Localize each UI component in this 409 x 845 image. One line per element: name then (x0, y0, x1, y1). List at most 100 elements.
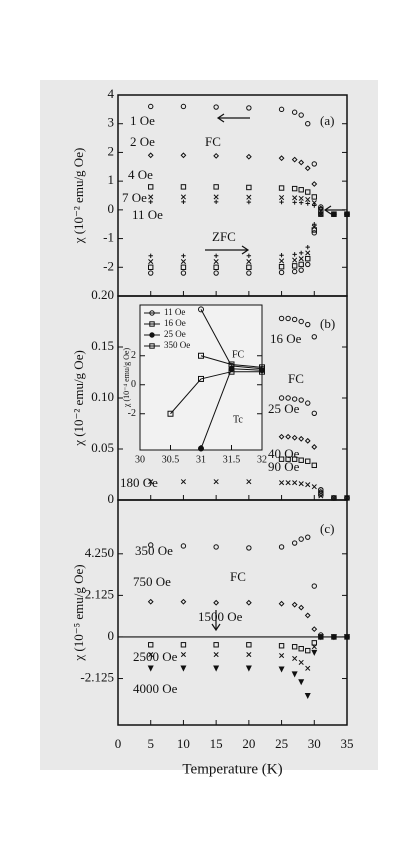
marker (285, 433, 292, 440)
x-tick-label: 30.5 (162, 454, 180, 465)
marker (298, 659, 304, 665)
marker (317, 488, 324, 495)
marker (305, 196, 311, 203)
marker (279, 253, 284, 258)
marker (298, 481, 304, 487)
marker (279, 199, 284, 205)
marker (259, 368, 265, 375)
plot-frame (139, 304, 263, 451)
marker (285, 315, 291, 322)
marker (147, 598, 154, 605)
marker (292, 200, 297, 205)
y-tick-label: 2 (131, 350, 136, 361)
marker (278, 269, 285, 276)
marker (285, 480, 291, 486)
marker (180, 652, 186, 658)
legend-label: 11 Oe (164, 307, 185, 317)
marker (311, 161, 317, 167)
x-tick-label: 32 (257, 454, 267, 465)
panel: 0 0.05 0.10 0.15 0.20 χ (10⁻² emu/g Oe) (b) FC 1… (71, 287, 348, 506)
marker (148, 184, 154, 190)
marker (291, 456, 298, 462)
marker (278, 456, 285, 462)
marker (245, 153, 252, 160)
marker (148, 479, 154, 485)
marker (228, 368, 235, 375)
marker (213, 599, 220, 606)
marker (305, 647, 311, 654)
marker (246, 545, 252, 551)
marker (198, 352, 204, 359)
marker (291, 644, 298, 650)
series-label: 1500 Oe (198, 609, 243, 624)
marker (298, 536, 304, 542)
marker (311, 583, 317, 589)
marker (180, 184, 187, 190)
marker (181, 199, 186, 205)
y-tick-label: 0 (108, 628, 115, 643)
series-label: 2 Oe (130, 134, 155, 149)
series-label: 2500 Oe (133, 649, 178, 664)
marker (167, 410, 174, 417)
marker (198, 306, 204, 313)
marker (180, 270, 187, 276)
y-tick-label: -2 (128, 408, 136, 419)
inset: -2 0 2 30 30.5 31 31.5 32 χ (10⁻⁴ emu/g Oe) FC Tc 1… (122, 304, 267, 465)
marker (246, 199, 252, 205)
marker (246, 642, 252, 648)
marker (180, 598, 187, 605)
marker (246, 479, 252, 485)
marker (246, 264, 252, 270)
fc-arrow (216, 113, 250, 123)
marker (298, 267, 304, 273)
marker (246, 105, 252, 111)
marker (213, 270, 219, 276)
marker (279, 258, 285, 264)
marker (148, 194, 154, 200)
marker (213, 184, 219, 190)
marker (180, 194, 186, 200)
marker (305, 121, 311, 127)
marker (317, 634, 324, 641)
marker (246, 258, 252, 265)
marker (318, 204, 324, 210)
marker (311, 626, 318, 633)
y-axis-label: χ (10⁻² emu/g Oe) (71, 350, 86, 447)
marker (259, 367, 265, 374)
marker (298, 397, 304, 403)
series-label: 11 Oe (132, 207, 163, 222)
y-tick-label: -2 (103, 258, 114, 273)
y-tick-label: 0.15 (91, 338, 114, 353)
annotation: FC (232, 349, 245, 360)
marker (292, 195, 298, 201)
series-label: 16 Oe (270, 331, 302, 346)
marker (305, 250, 311, 256)
marker (298, 195, 304, 201)
marker (311, 640, 317, 646)
marker (148, 264, 154, 270)
marker (344, 211, 350, 217)
marker (246, 253, 252, 258)
marker (213, 104, 219, 110)
plot-frame (117, 499, 348, 726)
x-tick-label: 30 (308, 736, 321, 751)
marker (213, 479, 219, 485)
marker (147, 665, 154, 672)
marker (298, 318, 304, 325)
marker (298, 457, 304, 463)
x-tick-label: 30 (135, 454, 145, 465)
legend-label: 25 Oe (164, 329, 186, 339)
x-axis-label: Temperature (K) (182, 761, 282, 777)
marker (291, 601, 298, 608)
marker (279, 194, 285, 201)
marker (291, 185, 298, 192)
marker (291, 316, 298, 323)
marker (311, 484, 317, 490)
marker (245, 665, 252, 672)
marker (278, 106, 285, 113)
y-tick-label: 2 (108, 143, 115, 158)
marker (213, 152, 220, 159)
y-tick-label: 2.125 (85, 586, 114, 601)
series-label: 4 Oe (128, 167, 153, 182)
panel: -2.125 0 2.125 4.250 0 5 10 15 20 25 30 35 χ (10⁻⁵ e… (71, 499, 354, 777)
